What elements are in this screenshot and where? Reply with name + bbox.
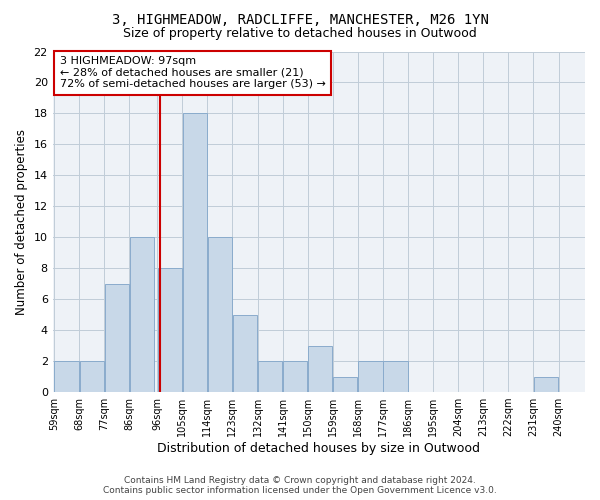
Bar bbox=[534, 376, 558, 392]
Bar bbox=[233, 314, 257, 392]
Bar bbox=[258, 361, 282, 392]
Bar bbox=[383, 361, 407, 392]
Text: 3, HIGHMEADOW, RADCLIFFE, MANCHESTER, M26 1YN: 3, HIGHMEADOW, RADCLIFFE, MANCHESTER, M2… bbox=[112, 12, 488, 26]
Bar bbox=[283, 361, 307, 392]
Bar bbox=[358, 361, 383, 392]
Bar bbox=[104, 284, 129, 392]
Bar bbox=[182, 114, 207, 392]
Bar bbox=[130, 238, 154, 392]
Bar bbox=[208, 238, 232, 392]
Bar bbox=[308, 346, 332, 392]
Bar bbox=[158, 268, 182, 392]
Bar bbox=[55, 361, 79, 392]
Text: Size of property relative to detached houses in Outwood: Size of property relative to detached ho… bbox=[123, 28, 477, 40]
Text: 3 HIGHMEADOW: 97sqm
← 28% of detached houses are smaller (21)
72% of semi-detach: 3 HIGHMEADOW: 97sqm ← 28% of detached ho… bbox=[59, 56, 326, 90]
Bar bbox=[333, 376, 358, 392]
Bar bbox=[80, 361, 104, 392]
Text: Contains HM Land Registry data © Crown copyright and database right 2024.
Contai: Contains HM Land Registry data © Crown c… bbox=[103, 476, 497, 495]
X-axis label: Distribution of detached houses by size in Outwood: Distribution of detached houses by size … bbox=[157, 442, 481, 455]
Y-axis label: Number of detached properties: Number of detached properties bbox=[15, 129, 28, 315]
